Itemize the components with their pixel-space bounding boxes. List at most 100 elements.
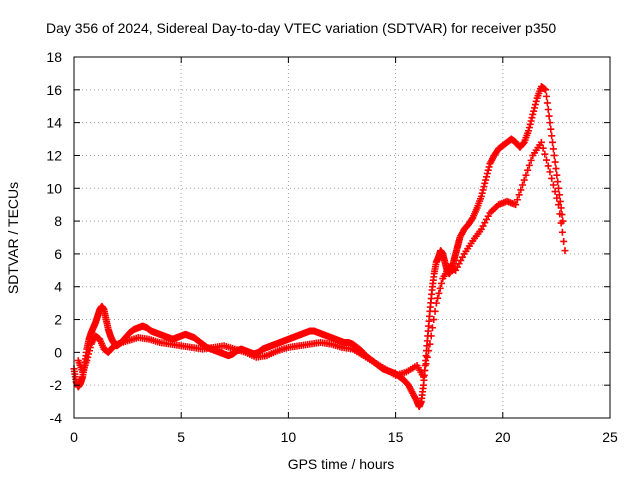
data-point-marker	[549, 181, 557, 189]
data-point-marker	[425, 347, 433, 355]
data-point-marker	[557, 219, 565, 227]
data-point-marker	[517, 186, 525, 194]
data-point-marker	[527, 117, 535, 125]
data-point-marker	[537, 138, 545, 146]
data-point-marker	[421, 366, 429, 374]
data-point-marker	[512, 201, 520, 209]
data-point-marker	[530, 107, 538, 115]
data-point-marker	[520, 176, 528, 184]
y-tick-label: -2	[50, 377, 63, 393]
data-point-marker	[545, 112, 553, 120]
data-points	[70, 83, 569, 411]
data-point-marker	[551, 188, 559, 196]
data-point-marker	[431, 307, 439, 315]
data-point-marker	[525, 127, 533, 135]
x-tick-label: 20	[495, 429, 511, 445]
data-point-marker	[546, 119, 554, 127]
y-tick-label: 14	[46, 115, 62, 131]
data-point-marker	[434, 294, 442, 302]
data-point-marker	[437, 279, 445, 287]
x-tick-label: 10	[281, 429, 297, 445]
data-point-marker	[422, 360, 430, 368]
x-tick-label: 5	[177, 429, 185, 445]
data-point-marker	[524, 166, 532, 174]
data-point-marker	[481, 179, 489, 187]
grid-lines	[74, 57, 610, 418]
data-point-marker	[86, 343, 94, 351]
data-point-marker	[83, 357, 91, 365]
data-point-marker	[483, 170, 491, 178]
y-tick-label: 4	[54, 279, 62, 295]
data-point-marker	[432, 299, 440, 307]
x-axis-label: GPS time / hours	[288, 456, 395, 472]
data-point-marker	[84, 353, 92, 361]
data-point-marker	[525, 161, 533, 169]
y-tick-label: 2	[54, 312, 62, 328]
data-point-marker	[426, 340, 434, 348]
data-point-marker	[560, 237, 568, 245]
data-point-marker	[480, 183, 488, 191]
data-point-marker	[525, 124, 533, 132]
data-point-marker	[435, 289, 443, 297]
y-tick-label: 6	[54, 246, 62, 262]
data-point-marker	[436, 284, 444, 292]
data-point-marker	[553, 194, 561, 202]
data-point-marker	[541, 150, 549, 158]
data-point-marker	[532, 97, 540, 105]
x-tick-label: 25	[602, 429, 618, 445]
y-tick-label: 12	[46, 147, 62, 163]
series	[70, 83, 567, 411]
y-tick-label: -4	[50, 410, 63, 426]
data-point-marker	[513, 196, 521, 204]
data-point-marker	[478, 189, 486, 197]
data-point-marker	[543, 156, 551, 164]
data-point-marker	[430, 316, 438, 324]
y-tick-label: 10	[46, 180, 62, 196]
data-point-marker	[547, 125, 555, 133]
data-point-marker	[484, 166, 492, 174]
data-point-marker	[544, 106, 552, 114]
plot-frame	[73, 56, 611, 419]
data-point-marker	[558, 228, 566, 236]
data-point-marker	[527, 156, 535, 164]
data-point-marker	[477, 192, 485, 200]
data-point-marker	[543, 99, 551, 107]
y-tick-label: 16	[46, 82, 62, 98]
data-point-marker	[522, 171, 530, 179]
data-point-marker	[555, 201, 563, 209]
data-point-marker	[542, 86, 550, 94]
series	[74, 138, 569, 381]
chart-title: Day 356 of 2024, Sidereal Day-to-day VTE…	[46, 20, 556, 36]
data-point-marker	[539, 144, 547, 152]
data-point-marker	[526, 120, 534, 128]
data-point-marker	[553, 171, 561, 179]
axes: 0 5 10 15 20 25 -4 -2 0 2 4 6 8 10 12 14 16 18	[46, 49, 618, 445]
data-point-marker	[556, 210, 564, 218]
y-tick-label: 18	[46, 49, 62, 65]
data-point-marker	[531, 104, 539, 112]
data-point-marker	[483, 173, 491, 181]
data-point-marker	[561, 247, 569, 255]
data-point-marker	[550, 151, 558, 159]
data-point-marker	[543, 92, 551, 100]
data-point-marker	[531, 101, 539, 109]
x-tick-label: 15	[388, 429, 404, 445]
data-point-marker	[419, 373, 427, 381]
y-tick-label: 0	[54, 344, 62, 360]
data-point-marker	[428, 324, 436, 332]
data-point-marker	[548, 132, 556, 140]
data-point-marker	[546, 168, 554, 176]
data-point-marker	[482, 176, 490, 184]
y-axis-label: SDTVAR / TECUs	[5, 182, 21, 294]
data-point-marker	[552, 165, 560, 173]
data-point-marker	[548, 174, 556, 182]
data-point-marker	[555, 184, 563, 192]
data-point-marker	[85, 347, 93, 355]
data-point-marker	[554, 178, 562, 186]
data-point-marker	[551, 158, 559, 166]
data-point-marker	[529, 110, 537, 118]
data-point-marker	[515, 191, 523, 199]
data-point-marker	[423, 353, 431, 361]
data-point-marker	[544, 162, 552, 170]
data-point-marker	[549, 138, 557, 146]
